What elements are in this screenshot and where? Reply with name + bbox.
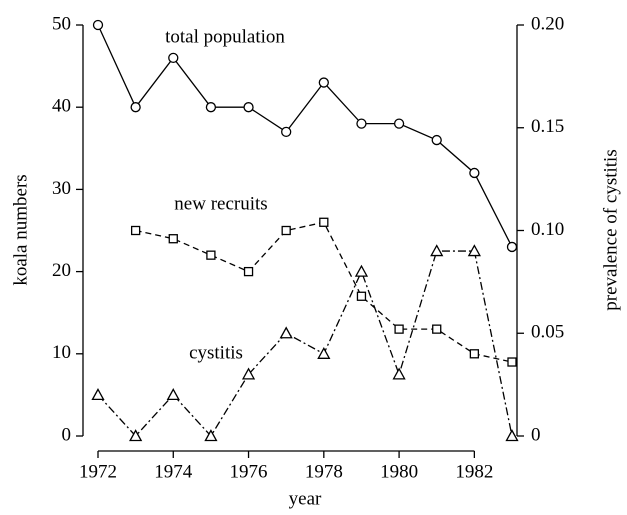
x-tick-label: 1972	[79, 461, 117, 482]
point	[393, 118, 405, 129]
series-line	[135, 221, 513, 363]
point	[319, 217, 329, 227]
point	[166, 388, 180, 401]
x-tick-label: 1980	[380, 461, 418, 482]
point	[354, 264, 369, 277]
x-tick-label: 1982	[455, 461, 493, 482]
point	[243, 266, 254, 277]
y-tick-label: 50	[52, 13, 71, 34]
x-tick-label: 1974	[154, 461, 193, 482]
point	[168, 52, 179, 64]
point	[431, 134, 442, 146]
y-tick-label: 40	[52, 96, 71, 117]
x-tick-label: 1978	[305, 461, 343, 482]
point	[507, 357, 517, 367]
point	[281, 126, 292, 138]
point	[241, 367, 256, 380]
annotation: new recruits	[174, 193, 267, 214]
point	[317, 346, 331, 359]
point	[279, 326, 293, 339]
x-axis-label: year	[289, 488, 322, 509]
y2-tick-label: 0	[531, 424, 541, 445]
annotation: total population	[165, 26, 285, 47]
point	[206, 250, 216, 260]
point	[130, 102, 141, 113]
point	[356, 291, 367, 301]
point	[92, 19, 104, 31]
y2-tick-label: 0.15	[531, 116, 564, 137]
point	[506, 241, 518, 253]
point	[356, 118, 367, 129]
point	[469, 349, 480, 359]
point	[204, 429, 218, 442]
y-tick-label: 30	[52, 178, 71, 199]
annotation: cystitis	[189, 342, 243, 363]
point	[91, 388, 105, 401]
y2-tick-label: 0.10	[531, 219, 564, 240]
point	[281, 225, 291, 236]
point	[392, 367, 406, 380]
x-tick-label: 1976	[230, 461, 268, 482]
point	[432, 324, 442, 334]
point	[394, 324, 404, 334]
point	[129, 429, 143, 442]
y-tick-label: 0	[62, 424, 72, 445]
y2-tick-label: 0.20	[531, 13, 564, 34]
point	[430, 244, 444, 257]
point	[205, 102, 217, 113]
point	[467, 244, 481, 257]
point	[168, 234, 178, 244]
y-axis-label: koala numbers	[10, 174, 31, 285]
y2-axis-label: prevalence of cystitis	[600, 149, 621, 310]
series-line	[97, 250, 513, 438]
point	[243, 102, 254, 113]
point	[130, 225, 141, 236]
point	[318, 77, 329, 88]
point	[469, 167, 480, 179]
series-line	[97, 24, 513, 248]
y2-tick-label: 0.05	[531, 322, 564, 343]
y-tick-label: 10	[52, 342, 71, 363]
y-tick-label: 20	[52, 260, 71, 281]
point	[505, 429, 519, 442]
